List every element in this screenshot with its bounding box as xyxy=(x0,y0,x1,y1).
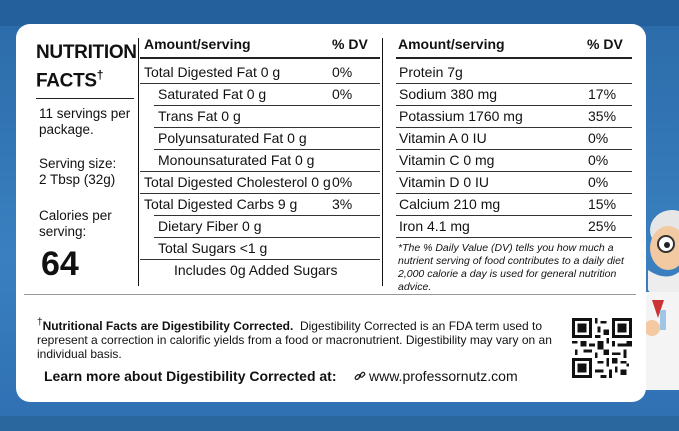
nutrient-label: Saturated Fat 0 g xyxy=(158,86,267,102)
table-row: Calcium 210 mg 15% xyxy=(16,193,616,215)
daily-value-percent: 0% xyxy=(332,86,353,102)
row-divider xyxy=(154,127,380,128)
table-row: Total Digested Cholesterol 0 g 0% xyxy=(16,171,616,193)
servings-text: 11 servings per package. xyxy=(39,106,131,137)
row-divider xyxy=(396,215,632,216)
table-row: Vitamin D 0 IU 0% xyxy=(16,171,616,193)
daily-value-percent: 0% xyxy=(332,64,353,80)
row-divider xyxy=(140,171,380,172)
background-bottom-band xyxy=(0,416,679,431)
background-top-band xyxy=(0,0,679,26)
serving-size-value: 2 Tbsp (32g) xyxy=(39,172,116,187)
title-line2: FACTS xyxy=(36,70,97,92)
professor-mascot-image xyxy=(644,210,679,390)
row-divider xyxy=(154,237,380,238)
nutrient-label: Monounsaturated Fat 0 g xyxy=(158,152,315,168)
nutrient-label: Total Sugars <1 g xyxy=(158,240,268,256)
daily-value-percent: 0% xyxy=(588,152,609,168)
qr-code-icon xyxy=(572,318,632,378)
row-divider xyxy=(396,127,632,128)
daily-value-note: *The % Daily Value (DV) tells you how mu… xyxy=(398,242,624,293)
table-row: Potassium 1760 mg 35% xyxy=(16,105,616,127)
row-divider xyxy=(154,215,380,216)
row-divider xyxy=(396,171,632,172)
nutrient-label: Polyunsaturated Fat 0 g xyxy=(158,130,307,146)
daily-value-percent: 15% xyxy=(588,196,617,212)
table-row: Iron 4.1 mg 25% xyxy=(16,215,616,237)
table-row: Total Digested Fat 0 g 0% xyxy=(16,61,616,83)
row-divider xyxy=(396,193,632,194)
left-header-rule xyxy=(140,57,380,59)
nutrient-label: Potassium 1760 mg xyxy=(399,108,523,124)
row-divider xyxy=(396,149,632,150)
nutrition-panel: NUTRITION FACTS† 11 servings per package… xyxy=(16,24,646,402)
row-divider xyxy=(140,83,380,84)
column-divider-right xyxy=(382,38,383,286)
website-url[interactable]: www.professornutz.com xyxy=(369,368,518,384)
table-row: Total Sugars <1 g xyxy=(16,237,616,259)
right-header-rule xyxy=(396,57,632,59)
row-divider xyxy=(396,83,632,84)
footnote-bold: Nutritional Facts are Digestibility Corr… xyxy=(42,319,294,333)
footnote: †Nutritional Facts are Digestibility Cor… xyxy=(37,316,557,361)
row-divider xyxy=(396,237,632,238)
nutrient-label: Total Digested Fat 0 g xyxy=(144,64,281,80)
row-divider xyxy=(154,105,380,106)
table-row: Trans Fat 0 g xyxy=(16,105,616,127)
nutrient-label: Protein 7g xyxy=(399,64,463,80)
row-divider xyxy=(396,105,632,106)
link-icon xyxy=(354,371,366,381)
table-row: Monounsaturated Fat 0 g xyxy=(16,149,616,171)
nutrient-label: Trans Fat 0 g xyxy=(158,108,241,124)
table-row: Vitamin C 0 mg 0% xyxy=(16,149,616,171)
website-link[interactable]: www.professornutz.com xyxy=(354,368,518,384)
table-row: Sodium 380 mg 17% xyxy=(16,83,616,105)
footnote-text: Digestibility Corrected is an FDA term u… xyxy=(37,319,552,361)
right-header-dv: % DV xyxy=(587,36,623,52)
nutrient-label: Vitamin D 0 IU xyxy=(399,174,489,190)
calories-value: 64 xyxy=(41,245,79,283)
table-row: Saturated Fat 0 g 0% xyxy=(16,83,616,105)
footer-rule xyxy=(24,294,636,295)
daily-value-percent: 35% xyxy=(588,108,617,124)
table-row: Vitamin A 0 IU 0% xyxy=(16,127,616,149)
title-line1: NUTRITION xyxy=(36,42,137,63)
divider xyxy=(36,98,134,99)
left-header-dv: % DV xyxy=(332,36,368,52)
right-header-amount: Amount/serving xyxy=(398,36,505,52)
nutrient-label: Total Digested Cholesterol 0 g xyxy=(144,174,331,190)
daily-value-percent: 17% xyxy=(588,86,617,102)
nutrient-label: Iron 4.1 mg xyxy=(399,218,470,234)
table-row: Includes 0g Added Sugars xyxy=(16,259,616,281)
nutrient-label: Vitamin C 0 mg xyxy=(399,152,495,168)
nutrient-label: Includes 0g Added Sugars xyxy=(174,262,338,278)
left-header-amount: Amount/serving xyxy=(144,36,251,52)
serving-size-label: Serving size: xyxy=(39,156,117,171)
nutrient-label: Vitamin A 0 IU xyxy=(399,130,487,146)
calories-label: Calories per serving: xyxy=(39,208,112,239)
row-divider xyxy=(140,193,380,194)
table-row: Polyunsaturated Fat 0 g xyxy=(16,127,616,149)
nutrient-label: Dietary Fiber 0 g xyxy=(158,218,262,234)
daily-value-percent: 0% xyxy=(332,174,353,190)
title-dagger: † xyxy=(96,68,104,82)
table-row: Protein 7g xyxy=(16,61,616,83)
table-row: Dietary Fiber 0 g xyxy=(16,215,616,237)
learn-more-text: Learn more about Digestibility Corrected… xyxy=(44,368,337,384)
nutrient-label: Calcium 210 mg xyxy=(399,196,501,212)
nutrition-facts-title: NUTRITION FACTS† xyxy=(36,42,137,92)
nutrient-label: Sodium 380 mg xyxy=(399,86,498,102)
daily-value-percent: 0% xyxy=(588,130,609,146)
row-divider xyxy=(154,149,380,150)
daily-value-percent: 25% xyxy=(588,218,617,234)
footnote-dagger: † xyxy=(37,317,43,328)
row-divider xyxy=(140,259,380,260)
column-divider-left xyxy=(138,38,139,286)
daily-value-percent: 0% xyxy=(588,174,609,190)
daily-value-percent: 3% xyxy=(332,196,353,212)
nutrient-label: Total Digested Carbs 9 g xyxy=(144,196,298,212)
table-row: Total Digested Carbs 9 g 3% xyxy=(16,193,616,215)
